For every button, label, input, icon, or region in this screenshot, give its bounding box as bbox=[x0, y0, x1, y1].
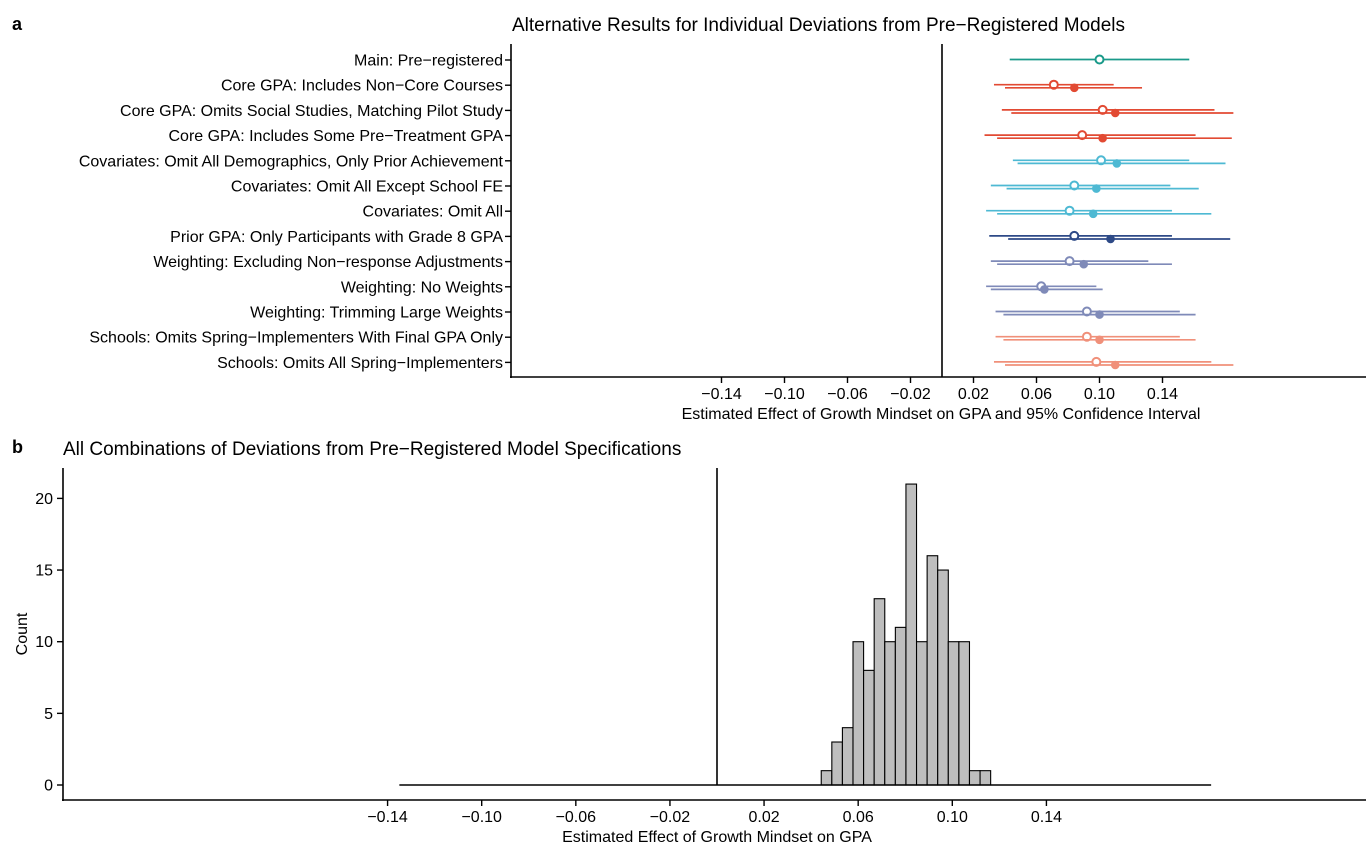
chart-a-row-label: Schools: Omits Spring−Implementers With … bbox=[89, 330, 503, 347]
chart-b-panel-label: b bbox=[12, 437, 23, 457]
chart-a-point-open bbox=[1064, 205, 1075, 216]
chart-b-y-tick-label: 20 bbox=[35, 491, 53, 508]
chart-a-point-filled bbox=[1095, 310, 1104, 319]
chart-a-point-open bbox=[1077, 130, 1088, 141]
chart-a-row-label: Core GPA: Omits Social Studies, Matching… bbox=[120, 103, 503, 120]
chart-b-y-axis-label: Count bbox=[14, 612, 31, 655]
chart-b-title: All Combinations of Deviations from Pre−… bbox=[63, 439, 681, 460]
chart-b-bar bbox=[979, 770, 992, 786]
chart-a-x-tick-label: −0.14 bbox=[701, 386, 742, 403]
chart-a-x-tick-label: −0.02 bbox=[890, 386, 931, 403]
chart-b-x-tick-label: 0.14 bbox=[1031, 809, 1062, 826]
chart-b-bar bbox=[884, 641, 896, 786]
chart-a-row-label: Covariates: Omit All Demographics, Only … bbox=[79, 153, 504, 170]
chart-b-bar bbox=[915, 641, 928, 786]
chart-a-x-tick-label: −0.10 bbox=[764, 386, 805, 403]
chart-b-x-tick-label: 0.10 bbox=[937, 809, 968, 826]
chart-b-bar bbox=[894, 626, 907, 786]
chart-a-point-open bbox=[1064, 256, 1075, 267]
chart-b-y-tick-label: 10 bbox=[35, 634, 53, 651]
chart-a-row-label: Core GPA: Includes Non−Core Courses bbox=[221, 78, 503, 95]
chart-b-bar bbox=[905, 483, 918, 786]
chart-b-x-tick-label: 0.06 bbox=[843, 809, 874, 826]
chart-a-point-open bbox=[1069, 180, 1080, 191]
chart-b-bar bbox=[863, 669, 875, 786]
chart-a-point-filled bbox=[1092, 184, 1101, 193]
chart-a-x-tick-label: 0.14 bbox=[1147, 386, 1178, 403]
chart-a-row-label: Main: Pre−registered bbox=[354, 53, 503, 70]
chart-b-x-tick-label: −0.02 bbox=[650, 809, 691, 826]
chart-a-point-filled bbox=[1070, 83, 1079, 93]
chart-a-row-label: Prior GPA: Only Participants with Grade … bbox=[170, 229, 503, 246]
chart-b-bar bbox=[820, 770, 833, 786]
chart-a-point-open bbox=[1081, 306, 1092, 317]
chart-b-x-tick-label: −0.10 bbox=[461, 809, 502, 826]
chart-a-point-open bbox=[1069, 230, 1080, 241]
chart-b-bar bbox=[841, 727, 854, 786]
chart-a-point-filled bbox=[1112, 159, 1122, 168]
chart-b-y-tick-label: 15 bbox=[35, 563, 53, 580]
chart-a-x-axis-label: Estimated Effect of Growth Mindset on GP… bbox=[682, 406, 1201, 423]
chart-a-row-label: Covariates: Omit All Except School FE bbox=[231, 179, 503, 196]
chart-b-x-tick-label: 0.02 bbox=[748, 809, 779, 826]
chart-a-point-filled bbox=[1106, 234, 1115, 244]
chart-a-point-filled bbox=[1095, 335, 1104, 345]
chart-a-deviations: a Alternative Results for Individual Dev… bbox=[12, 14, 1366, 423]
chart-b-bar bbox=[937, 569, 949, 786]
chart-a-row-label: Weighting: No Weights bbox=[341, 279, 503, 296]
chart-a-row-label: Covariates: Omit All bbox=[363, 204, 503, 221]
chart-a-point-filled bbox=[1079, 259, 1089, 269]
chart-b-y-tick-label: 5 bbox=[44, 706, 53, 723]
chart-a-panel-label: a bbox=[12, 14, 23, 34]
chart-b-bar bbox=[873, 598, 886, 786]
chart-a-title: Alternative Results for Individual Devia… bbox=[512, 15, 1125, 36]
chart-b-bar bbox=[926, 555, 939, 786]
chart-a-point-open bbox=[1097, 104, 1108, 115]
chart-a-x-tick-label: 0.10 bbox=[1084, 386, 1115, 403]
chart-b-bar bbox=[968, 770, 981, 786]
chart-a-x-tick-label: −0.06 bbox=[827, 386, 868, 403]
chart-a-point-filled bbox=[1088, 209, 1098, 219]
chart-b-x-axis-label: Estimated Effect of Growth Mindset on GP… bbox=[562, 829, 872, 845]
chart-a-row-label: Weighting: Trimming Large Weights bbox=[250, 305, 503, 322]
chart-b-bar bbox=[947, 641, 960, 786]
chart-a-point-open bbox=[1096, 155, 1107, 166]
chart-b-bar bbox=[831, 741, 843, 786]
chart-a-point-open bbox=[1081, 331, 1092, 342]
chart-a-row-label: Weighting: Excluding Non−response Adjust… bbox=[153, 254, 503, 271]
chart-b-x-tick-label: −0.06 bbox=[556, 809, 597, 826]
chart-a-point-open bbox=[1094, 54, 1105, 65]
chart-a-x-tick-label: 0.02 bbox=[958, 386, 989, 403]
chart-b-bar bbox=[852, 641, 865, 786]
chart-b-y-tick-label: 0 bbox=[44, 778, 53, 795]
chart-a-point-filled bbox=[1110, 108, 1120, 118]
chart-a-point-filled bbox=[1098, 133, 1107, 143]
chart-a-point-open bbox=[1048, 79, 1059, 90]
chart-a-x-tick-label: 0.06 bbox=[1021, 386, 1052, 403]
chart-a-point-filled bbox=[1040, 285, 1049, 294]
chart-b-x-tick-label: −0.14 bbox=[367, 809, 408, 826]
chart-a-row-label: Schools: Omits All Spring−Implementers bbox=[217, 355, 503, 372]
chart-a-point-open bbox=[1091, 356, 1102, 367]
chart-a-row-label: Core GPA: Includes Some Pre−Treatment GP… bbox=[168, 128, 503, 145]
chart-b-bar bbox=[958, 641, 971, 786]
chart-a-point-filled bbox=[1110, 360, 1120, 370]
